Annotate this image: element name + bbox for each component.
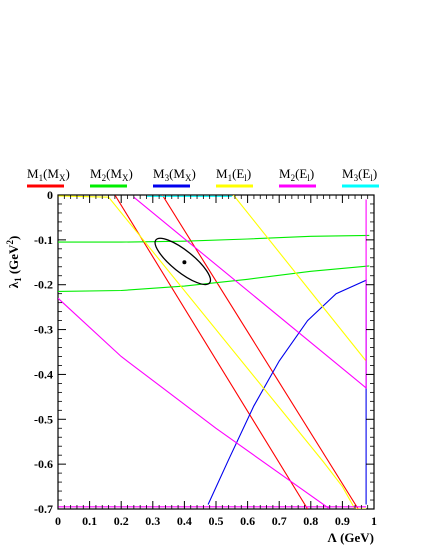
series-line-9	[133, 196, 367, 390]
x-tick-label: 0.8	[303, 514, 318, 528]
series-line-7	[232, 195, 367, 362]
x-tick-label: 0.1	[82, 514, 97, 528]
legend-entry: M1(MX)	[27, 166, 70, 188]
x-tick-label: 0.6	[240, 514, 255, 528]
y-tick-label: -0.1	[34, 233, 53, 247]
x-tick-label: 0	[55, 514, 61, 528]
legend-label: M1(El)	[216, 166, 251, 183]
series-line-1	[114, 195, 309, 509]
legend-entry: M1(El)	[216, 166, 253, 188]
best-fit-point	[182, 260, 187, 265]
y-tick-label: 0	[47, 188, 53, 202]
legend-label: M1(MX)	[27, 166, 70, 183]
legend-label: M2(MX)	[90, 166, 133, 183]
series-line-6	[58, 195, 370, 509]
x-tick-label: 0.2	[114, 514, 129, 528]
legend-entry: M2(El)	[279, 166, 316, 188]
x-tick-label: 1	[371, 514, 377, 528]
legend-label: M3(MX)	[153, 166, 196, 183]
x-tick-label: 0.9	[335, 514, 350, 528]
legend: M1(MX) M2(MX) M3(MX) M1(El) M2(El) M3(El)	[27, 166, 379, 188]
ticks-layer: 0 0.1 0.2 0.3 0.4 0.5 0.6 0.7 0.8 0.9 1 0 -0.1 -0.2 -0…	[34, 188, 377, 528]
series-line-5	[207, 279, 367, 505]
legend-entry: M3(El)	[342, 166, 379, 188]
y-tick-label: -0.5	[34, 412, 53, 426]
x-tick-label: 0.5	[209, 514, 224, 528]
series-line-8	[58, 297, 331, 509]
series-line-4	[58, 265, 370, 292]
legend-label: M2(El)	[279, 166, 314, 183]
x-tick-label: 0.3	[145, 514, 160, 528]
confidence-contour	[154, 237, 212, 286]
x-axis-label: Λ (GeV)	[328, 530, 375, 545]
y-tick-label: -0.6	[34, 457, 53, 471]
series-layer	[58, 195, 370, 509]
y-tick-label: -0.7	[34, 502, 53, 516]
legend-entry: M2(MX)	[90, 166, 133, 188]
legend-entry: M3(MX)	[153, 166, 196, 188]
series-line-3	[58, 234, 370, 243]
x-tick-label: 0.7	[272, 514, 287, 528]
x-tick-label: 0.4	[177, 514, 192, 528]
y-tick-label: -0.3	[34, 323, 53, 337]
y-tick-label: -0.4	[34, 367, 53, 381]
series-line-2	[161, 195, 359, 509]
y-axis-label: λ1 (GeV2)	[5, 236, 23, 289]
y-tick-label: -0.2	[34, 278, 53, 292]
legend-label: M3(El)	[342, 166, 377, 183]
